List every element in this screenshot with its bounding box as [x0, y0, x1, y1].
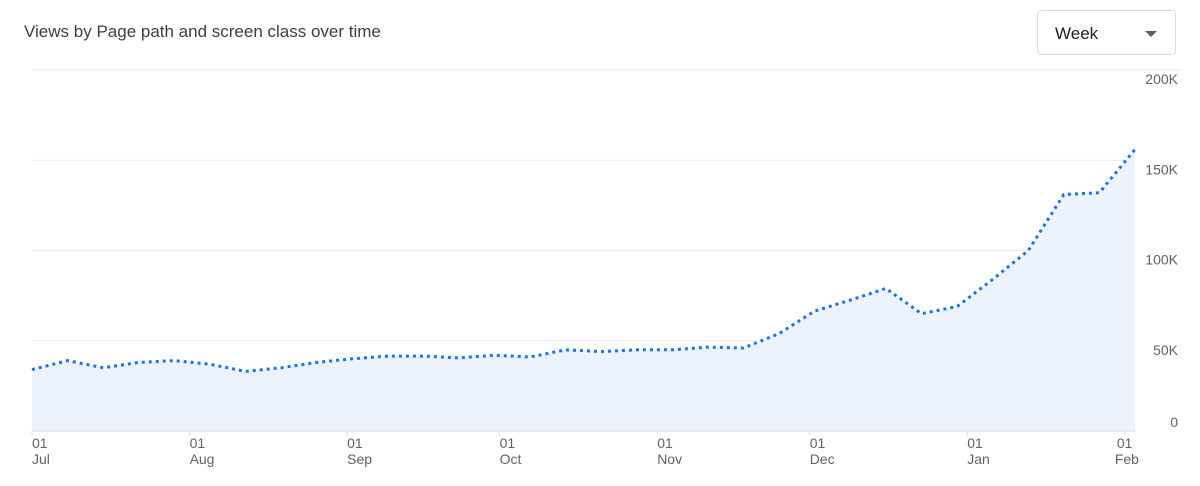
area-fill: [32, 149, 1135, 431]
y-tick-label: 0: [1170, 414, 1178, 430]
x-tick-month: Nov: [657, 451, 682, 467]
x-tick-day: 01: [657, 435, 673, 451]
x-tick-month: Jul: [32, 451, 50, 467]
granularity-selected: Week: [1055, 24, 1099, 43]
x-tick-month: Aug: [190, 451, 215, 467]
x-tick-day: 01: [190, 435, 206, 451]
granularity-dropdown[interactable]: Week: [1037, 10, 1176, 55]
x-tick-day: 01: [1117, 435, 1133, 451]
x-tick-month: Dec: [810, 451, 835, 467]
chart-title: Views by Page path and screen class over…: [24, 22, 381, 41]
series-line: [31, 148, 1137, 373]
y-tick-label: 200K: [1145, 71, 1178, 87]
x-tick-day: 01: [347, 435, 363, 451]
x-tick-month: Jan: [967, 451, 990, 467]
x-tick-month: Sep: [347, 451, 372, 467]
y-tick-label: 150K: [1145, 161, 1178, 177]
x-tick-month: Oct: [500, 451, 522, 467]
x-tick-month: Feb: [1115, 451, 1139, 467]
x-tick-day: 01: [500, 435, 516, 451]
x-tick-day: 01: [810, 435, 826, 451]
chevron-down-icon: [1145, 31, 1157, 37]
x-tick-day: 01: [967, 435, 983, 451]
x-tick-day: 01: [32, 435, 48, 451]
y-tick-label: 100K: [1145, 252, 1178, 268]
y-tick-label: 50K: [1153, 342, 1179, 358]
